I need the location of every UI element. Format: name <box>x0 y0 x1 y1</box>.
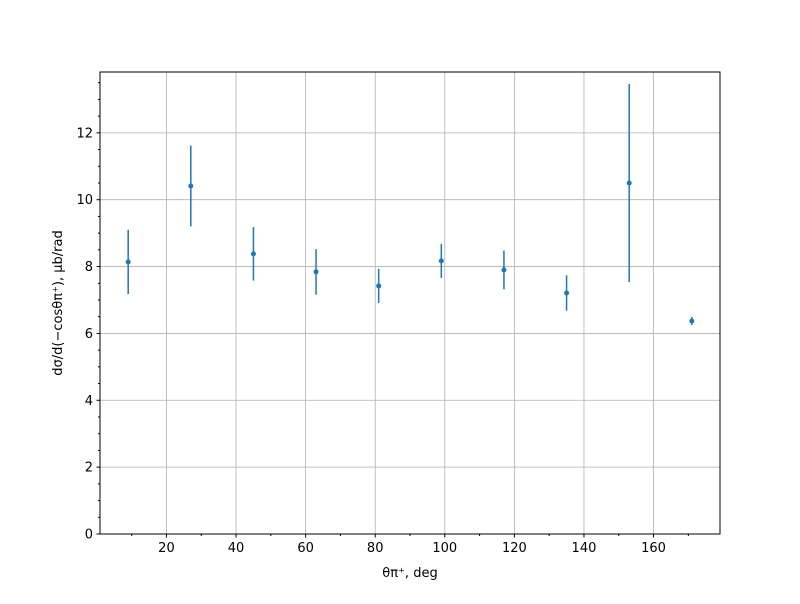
data-point <box>250 251 256 257</box>
x-tick-label: 120 <box>502 541 527 556</box>
x-tick-label: 20 <box>158 541 175 556</box>
y-tick-label: 2 <box>85 461 93 476</box>
data-point <box>626 180 632 186</box>
data-marks <box>125 84 695 326</box>
y-tick-label: 6 <box>85 327 93 342</box>
data-point <box>313 269 319 275</box>
data-point <box>689 318 695 324</box>
x-tick-label: 60 <box>297 541 314 556</box>
data-point <box>501 267 507 273</box>
y-tick-label: 0 <box>85 528 93 543</box>
data-point <box>125 259 131 265</box>
data-point <box>438 258 444 264</box>
data-point <box>188 183 194 189</box>
y-tick-label: 4 <box>85 394 93 409</box>
x-tick-label: 80 <box>367 541 384 556</box>
x-tick-label: 40 <box>228 541 245 556</box>
x-tick-label: 140 <box>572 541 597 556</box>
ticks: 20 40 60 80 100 120 140 160 0 2 4 6 8 10 12 <box>76 82 689 556</box>
y-tick-label: 10 <box>76 193 93 208</box>
x-axis-label: θπ⁺, deg <box>382 566 437 581</box>
grid <box>100 72 720 535</box>
y-tick-label: 12 <box>76 126 93 141</box>
y-axis-label: dσ/d(−cosθπ⁺), μb/rad <box>51 230 66 375</box>
x-tick-label: 160 <box>641 541 666 556</box>
y-tick-label: 8 <box>85 260 93 275</box>
data-point <box>564 290 570 296</box>
x-tick-label: 100 <box>432 541 457 556</box>
plot-frame <box>99 71 721 535</box>
data-point <box>376 283 382 289</box>
